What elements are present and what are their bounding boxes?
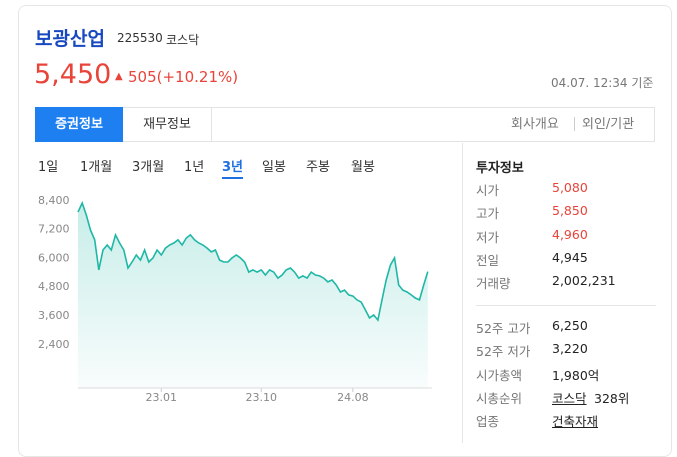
- info-label: 52주 저가: [476, 344, 531, 360]
- info-title: 투자정보: [476, 161, 524, 176]
- price-change: 505(+10.21%): [128, 68, 239, 86]
- x-tick-label: 23.01: [146, 391, 178, 404]
- period[interactable]: 3개월: [132, 160, 165, 175]
- industry-link[interactable]: 건축자재: [552, 414, 599, 429]
- info-label: 전일: [476, 252, 500, 268]
- y-tick-label: 8,400: [38, 194, 70, 207]
- info-label: 52주 고가: [476, 321, 531, 336]
- stock-code: 225530: [117, 31, 163, 45]
- stock-name[interactable]: 보광산업: [35, 28, 105, 50]
- y-tick-label: 4,800: [38, 280, 70, 293]
- current-price: 5,450: [34, 59, 112, 90]
- period[interactable]: 월봉: [351, 160, 375, 175]
- divider: [574, 117, 575, 131]
- period[interactable]: 주봉: [306, 160, 330, 175]
- price-chart: 2,400 3,600 4,800 6,000 7,200 8,400 23.01 23.10…: [38, 194, 432, 404]
- info-value: 5,080: [552, 180, 588, 195]
- info-value: 5,850: [552, 203, 588, 219]
- period-active[interactable]: 3년: [222, 156, 244, 179]
- price-line: [77, 200, 429, 322]
- info-label: 시가총액: [476, 367, 523, 383]
- period[interactable]: 1일: [38, 160, 59, 175]
- info-label: 시총순위: [476, 391, 523, 406]
- page: 보광산업 225530 코스닥 5,450 ▲ 505(+10.21%) 04.…: [18, 5, 672, 457]
- info-label: 저가: [476, 229, 500, 245]
- period[interactable]: 1개월: [80, 160, 113, 175]
- tab-active[interactable]: 증권정보: [35, 107, 123, 142]
- info-label: 거래량: [476, 276, 511, 292]
- separator: [476, 305, 656, 306]
- price-area: [78, 203, 428, 388]
- change-arrow: ▲: [115, 71, 123, 82]
- info-value: 3,220: [552, 341, 588, 357]
- info-label: 시가: [476, 183, 500, 198]
- info-value: 4,960: [552, 226, 588, 242]
- x-tick-label: 23.10: [245, 391, 277, 404]
- y-tick-label: 2,400: [38, 338, 70, 351]
- y-tick-label: 3,600: [38, 309, 70, 322]
- market-link[interactable]: 코스닥: [552, 391, 587, 406]
- y-tick-label: 6,000: [38, 251, 70, 264]
- panel-divider: [462, 143, 463, 443]
- info-value: 328위: [594, 391, 630, 406]
- tab[interactable]: 재무정보: [123, 107, 212, 142]
- info-value: 1,980억: [552, 367, 600, 383]
- info-value: 4,945: [552, 249, 588, 265]
- info-label: 고가: [476, 206, 500, 222]
- period[interactable]: 1년: [184, 160, 205, 175]
- info-label: 업종: [476, 414, 500, 429]
- info-value: 6,250: [552, 318, 588, 333]
- market: 코스닥: [166, 33, 200, 47]
- period[interactable]: 일봉: [262, 160, 286, 175]
- info-value: 2,002,231: [552, 273, 616, 289]
- y-tick-label: 7,200: [38, 223, 70, 236]
- x-tick-label: 24.08: [337, 391, 369, 404]
- link[interactable]: 외인/기관: [582, 117, 635, 132]
- link[interactable]: 회사개요: [511, 117, 559, 132]
- timestamp: 04.07. 12:34 기준: [551, 76, 654, 90]
